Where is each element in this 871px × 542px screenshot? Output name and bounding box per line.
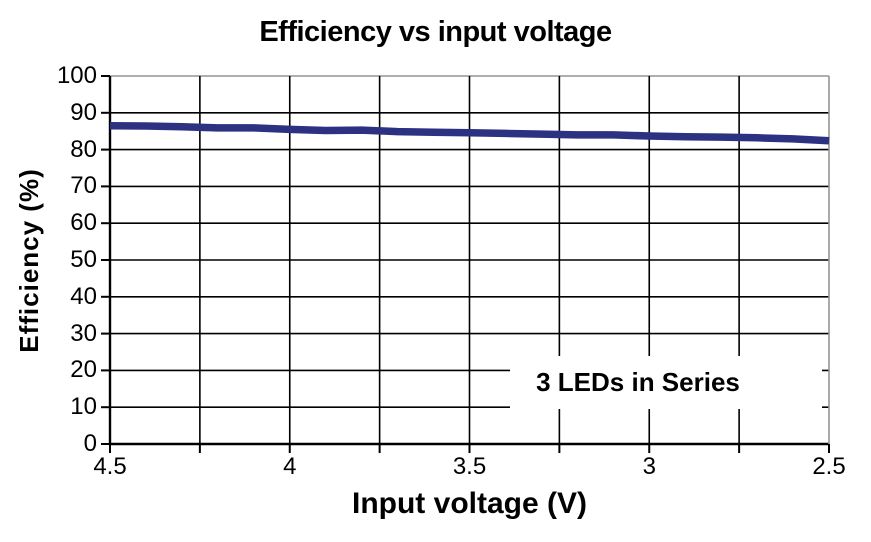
y-tick-label: 90 [70, 98, 97, 126]
annotation-text: 3 LEDs in Series [536, 367, 740, 397]
y-tick-label: 40 [70, 282, 97, 310]
x-axis-title: Input voltage (V) [352, 487, 587, 520]
y-axis-title: Efficiency (%) [13, 167, 44, 353]
y-tick-label: 50 [70, 246, 97, 273]
y-tick-label: 0 [83, 430, 97, 457]
y-tick-label: 100 [56, 62, 97, 89]
efficiency-line [109, 121, 830, 145]
y-tick-label: 10 [70, 393, 97, 421]
y-tick-label: 60 [70, 209, 97, 237]
x-tick-label: 3.5 [452, 453, 487, 480]
x-tick-label: 2.5 [812, 453, 846, 480]
chart-title: Efficiency vs input voltage [259, 16, 612, 48]
y-tick-label: 80 [70, 135, 97, 163]
y-tick-label: 30 [70, 319, 97, 347]
y-tick-label: 70 [70, 172, 97, 200]
x-tick-label: 3 [642, 453, 656, 480]
annotation-box: 3 LEDs in Series [510, 356, 822, 409]
x-tick-label: 4.5 [93, 453, 127, 480]
x-tick-label: 4 [283, 453, 297, 480]
y-tick-label: 20 [70, 356, 97, 384]
